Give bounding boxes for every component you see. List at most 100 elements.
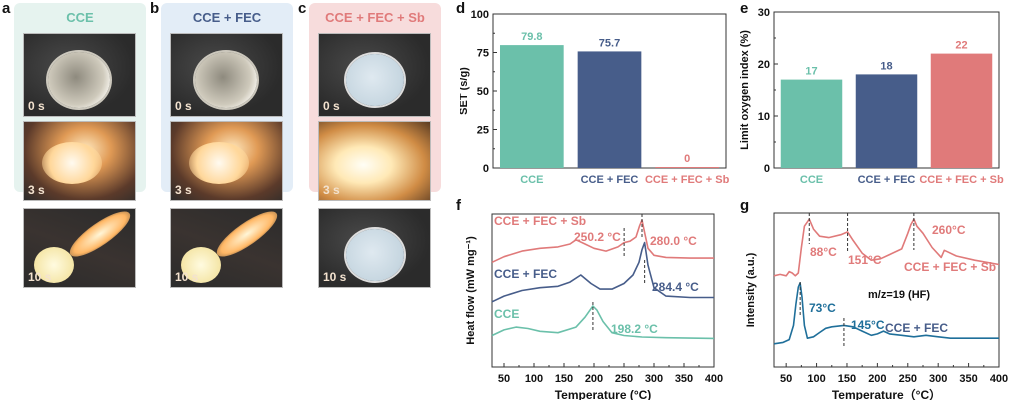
x-tick-label: 100 <box>807 373 825 385</box>
y-tick-label: 50 <box>477 86 489 98</box>
bar <box>930 53 993 168</box>
y-axis-label: SET (s/g) <box>460 67 470 115</box>
flame <box>42 142 102 184</box>
frame-time-label: 10 s <box>175 270 199 284</box>
chart-dsc-line: 50 100 150 200 250 300 350 400 Temperature (°C) H… <box>465 213 723 400</box>
x-category-label: CCE + FEC <box>858 174 916 186</box>
x-category-label: CCE + FEC + Sb <box>919 174 1004 186</box>
x-tick-label: 50 <box>498 373 510 385</box>
chart-set-bar: 0 25 50 75 100 79.8 CCE 75.7 CCE + FEC 0 CCE + FEC… <box>460 9 730 186</box>
y-tick-label: 10 <box>758 111 770 123</box>
burning-disc <box>181 247 221 283</box>
frame-time-label: 10 s <box>323 270 347 284</box>
x-axis-label: Temperature (°C) <box>555 388 652 400</box>
electrolyte-disc <box>346 54 404 106</box>
burning-disc <box>34 247 74 283</box>
panel-label-e: e <box>740 0 749 17</box>
photo-panel-cce-fec-sb: CCE + FEC + Sb 0 s 3 s 10 s <box>309 3 441 288</box>
y-axis-label: Limit oxygen index (%) <box>740 30 751 150</box>
photo-panel-title: CCE + FEC + Sb <box>325 10 425 25</box>
panel-label-g: g <box>740 197 750 214</box>
bar <box>577 51 642 169</box>
electrolyte-disc <box>48 52 110 108</box>
annotation-label: 198.2 °C <box>611 322 658 336</box>
flame <box>64 209 135 264</box>
annotation-label: 145°C <box>851 318 885 332</box>
x-tick-label: 250 <box>899 373 917 385</box>
frame-time-label: 0 s <box>323 99 340 113</box>
photo-panel-title: CCE + FEC <box>192 10 262 25</box>
x-tick-label: 250 <box>615 373 633 385</box>
bar-value-label: 79.8 <box>521 31 542 43</box>
photo-panel-title: CCE <box>66 10 94 25</box>
y-tick-label: 0 <box>483 163 489 175</box>
y-tick-label: 75 <box>477 48 489 60</box>
chart-loi-bar: 0 10 20 30 17 CCE 18 CCE + FEC 22 CCE + FEC + Sb L… <box>740 7 1004 186</box>
y-tick-label: 20 <box>758 59 770 71</box>
x-tick-label: 300 <box>929 373 947 385</box>
photo-panel-cce-fec: CCE + FEC 0 s 3 s 10 s <box>161 3 293 288</box>
annotation-label: CCE + FEC <box>494 267 557 281</box>
x-tick-label: 350 <box>959 373 977 385</box>
annotation-label: CCE + FEC + Sb <box>494 214 586 228</box>
photo-frame: 10 s <box>23 208 136 288</box>
bar-value-label: 17 <box>805 66 817 78</box>
x-category-label: CCE + FEC <box>581 174 639 186</box>
x-tick-label: 100 <box>525 373 543 385</box>
panel-label-a: a <box>2 0 11 17</box>
series-line <box>773 282 999 345</box>
y-tick-label: 25 <box>477 125 489 137</box>
photo-frame: 3 s <box>23 121 136 201</box>
photo-frame: 3 s <box>170 121 283 201</box>
photo-frame: 0 s <box>170 33 283 117</box>
bar <box>499 45 564 168</box>
annotation-label: 260°C <box>932 223 966 237</box>
photo-frame: 0 s <box>318 33 431 117</box>
frame-time-label: 3 s <box>175 183 192 197</box>
panel-label-f: f <box>456 197 461 214</box>
x-tick-label: 200 <box>585 373 603 385</box>
annotation-label: 284.4 °C <box>652 280 699 294</box>
frame-time-label: 3 s <box>28 183 45 197</box>
x-tick-label: 50 <box>780 373 792 385</box>
frame-time-label: 0 s <box>28 99 45 113</box>
photo-frame: 10 s <box>170 208 283 288</box>
bar <box>655 167 720 168</box>
x-tick-label: 300 <box>645 373 663 385</box>
y-tick-label: 30 <box>758 7 770 19</box>
x-tick-label: 150 <box>838 373 856 385</box>
bar-value-label: 22 <box>955 40 967 52</box>
annotation-label: CCE + FEC <box>885 321 948 335</box>
frame-time-label: 0 s <box>175 99 192 113</box>
panel-label-b: b <box>150 0 160 17</box>
x-axis-label: Temperature（°C） <box>832 387 941 400</box>
y-axis-label: Heat flow (mW mg⁻¹) <box>465 236 477 345</box>
annotation-label: m/z=19 (HF) <box>868 289 930 301</box>
plot-frame <box>491 213 715 368</box>
series-line <box>491 219 714 264</box>
electrolyte-disc <box>195 52 257 108</box>
series-line <box>491 305 715 340</box>
annotation-label: CCE <box>494 307 519 321</box>
x-tick-label: 150 <box>555 373 573 385</box>
flame <box>189 142 249 184</box>
x-tick-label: 400 <box>705 373 723 385</box>
photo-frame: 10 s <box>318 208 431 288</box>
annotation-label: CCE + FEC + Sb <box>904 260 996 274</box>
flame <box>211 209 282 264</box>
panel-label-c: c <box>298 0 307 17</box>
y-axis-label: Intensity (a.u.) <box>745 252 757 327</box>
bar-value-label: 75.7 <box>599 37 620 49</box>
bar-value-label: 18 <box>880 60 892 72</box>
frame-time-label: 10 s <box>28 270 52 284</box>
chart-ms-line: 50 100 150 200 250 300 350 400 Temperature（°C） In… <box>745 212 1008 400</box>
x-tick-label: 350 <box>675 373 693 385</box>
frame-time-label: 3 s <box>323 183 340 197</box>
photo-frame: 3 s <box>318 121 431 201</box>
plot-frame <box>773 212 1000 368</box>
y-tick-label: 0 <box>764 163 770 175</box>
x-tick-label: 200 <box>868 373 886 385</box>
annotation-label: 73°C <box>809 301 836 315</box>
x-category-label: CCE + FEC + Sb <box>645 174 730 186</box>
annotation-label: 250.2 °C <box>574 230 621 244</box>
